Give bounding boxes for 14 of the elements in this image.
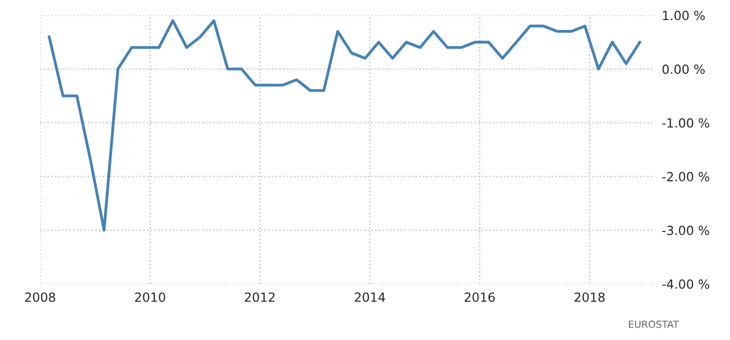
y-tick-label: -3.00 % bbox=[662, 226, 710, 236]
x-tick-label: 2012 bbox=[244, 292, 275, 302]
y-tick-label: 1.00 % bbox=[663, 10, 705, 20]
line-series bbox=[48, 19, 642, 232]
x-tick-label: 2008 bbox=[25, 292, 56, 302]
y-tick-label: -1.00 % bbox=[662, 118, 710, 128]
x-tick-label: 2018 bbox=[574, 292, 605, 302]
y-tick-label: 0.00 % bbox=[662, 64, 705, 74]
x-tick-label: 2010 bbox=[135, 292, 166, 302]
x-tick-label: 2016 bbox=[464, 292, 495, 302]
y-tick-label: -2.00 % bbox=[662, 172, 710, 182]
x-tick-label: 2014 bbox=[354, 292, 386, 302]
text: EUROSTAT bbox=[628, 320, 679, 328]
y-tick-label: -4.00 % bbox=[662, 279, 710, 289]
